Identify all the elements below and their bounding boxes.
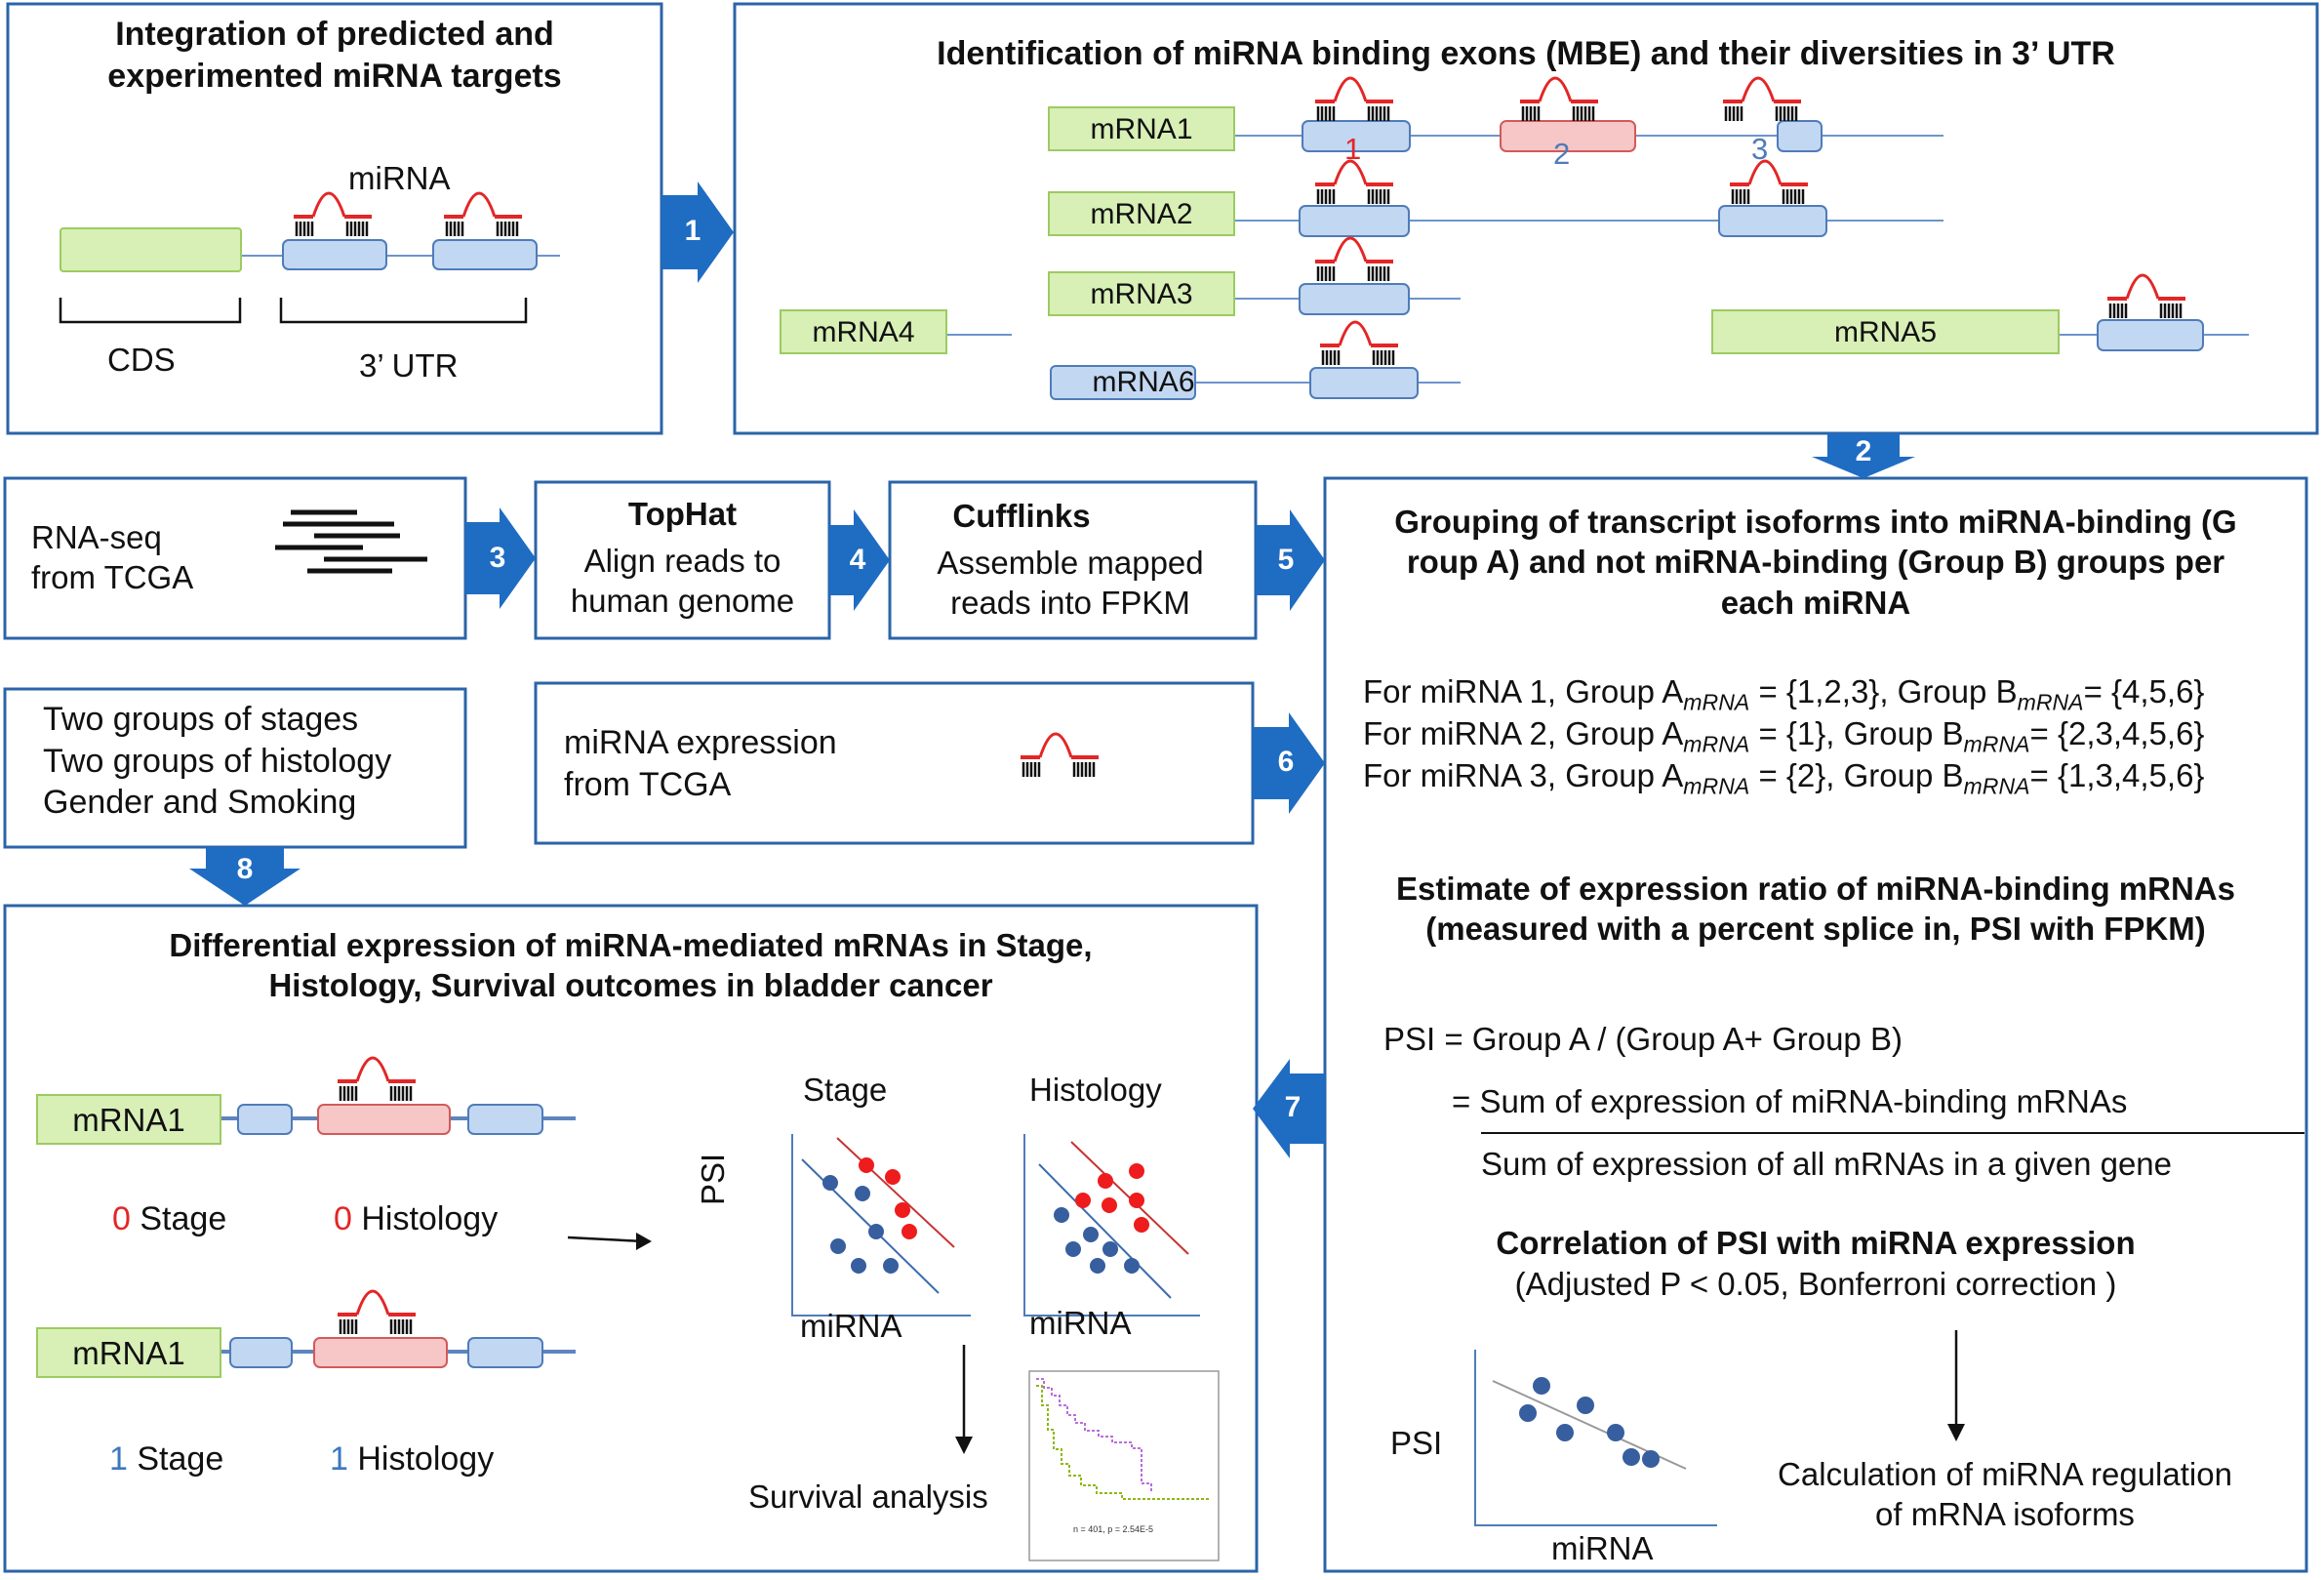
mrna4-box [780,309,947,354]
stage-plot-title: Stage [803,1072,888,1108]
cds-box [60,227,242,272]
mrna6-label: mRNA6 [1092,366,1195,398]
arrow-2 [1812,433,1915,478]
grouping-row-3: For miRNA 3, Group AmRNA = {2}, Group Bm… [1363,757,2205,799]
mrna3-label: mRNA3 [1090,278,1193,310]
histology-plot-title: Histology [1029,1072,1162,1108]
stage-x-label: miRNA [800,1308,902,1344]
psi-equation: PSI = Group A / (Group A+ Group B) [1383,1021,1903,1057]
survival-label: Survival analysis [748,1479,988,1515]
diff-b-stage: 1 Stage [109,1440,224,1478]
arrow-6 [1253,712,1325,814]
cds-label: CDS [107,342,176,378]
arrow-7 [1253,1059,1325,1158]
tophat-title: TopHat [627,496,738,532]
mrna2-label: mRNA2 [1090,198,1193,230]
arrow-4 [829,509,890,611]
rnaseq-text: RNA-seq from TCGA [31,519,194,596]
box-cufflinks [888,480,1258,640]
integration-title: Integration of predicted and experimented… [107,16,562,95]
mrna5-box [1711,309,2060,354]
mrna3-box [1048,271,1235,316]
histology-scatter [1023,1134,1200,1317]
mrna1-box [1048,106,1235,151]
mrna6-box [1050,365,1196,400]
step-1-label: 1 [684,215,701,247]
box-tophat [534,480,831,640]
step-8-label: 8 [236,853,254,885]
step-6-label: 6 [1277,746,1295,778]
box-mirna-expression [534,681,1255,845]
calculation-text: Calculation of miRNA regulation of mRNA i… [1778,1456,2232,1533]
differential-title: Differential expression of miRNA-mediate… [169,927,1093,1004]
grouping-row-2: For miRNA 2, Group AmRNA = {1}, Group Bm… [1363,715,2205,757]
arrow-3 [465,507,536,609]
survival-plot [1028,1370,1220,1561]
mrna2-box [1048,191,1235,236]
mrna5-label: mRNA5 [1833,316,1937,348]
step-4-label: 4 [849,544,866,576]
mrna4-label: mRNA4 [812,316,915,348]
survival-stat: n = 401, p = 2.54E-5 [1073,1524,1154,1534]
mbe-3: 3 [1751,132,1769,166]
diff-b-histology: 1 Histology [330,1440,495,1478]
arrow-1 [661,182,734,283]
corr-mirna-label: miRNA [1551,1530,1654,1566]
psi-axis-label: PSI [695,1153,731,1205]
mbe-1: 1 [1344,132,1362,166]
cufflinks-title: Cufflinks [952,498,1091,534]
tophat-text: Align reads to human genome [570,543,795,620]
diff-mrna1-a-label: mRNA1 [72,1102,185,1138]
diff-mrna1-a [36,1094,221,1145]
mirna-label: miRNA [348,160,451,196]
step-3-label: 3 [489,542,506,574]
correlation-subtitle: (Adjusted P < 0.05, Bonferroni correctio… [1514,1266,2117,1302]
diff-mrna1-b-label: mRNA1 [72,1335,185,1371]
arrow-5 [1256,509,1325,611]
grouping-title: Grouping of transcript isoforms into miR… [1394,504,2237,621]
stage-scatter [791,1134,971,1317]
diff-mrna1-b [36,1327,221,1378]
mbe-title: Identification of miRNA binding exons (M… [937,35,2115,72]
mrna1-label: mRNA1 [1090,113,1193,145]
psi-denominator: Sum of expression of all mRNAs in a give… [1481,1146,2173,1182]
mirna-expression-text: miRNA expression from TCGA [564,724,837,803]
groups-text: Two groups of stages Two groups of histol… [43,701,392,821]
mbe-2: 2 [1553,137,1571,171]
correlation-scatter [1474,1350,1717,1526]
histology-x-label: miRNA [1029,1305,1132,1341]
diff-a-histology: 0 Histology [334,1200,499,1237]
utr-label: 3’ UTR [359,347,459,384]
box-integration [6,2,663,435]
step-2-label: 2 [1855,435,1872,467]
psi-numerator: = Sum of expression of miRNA-binding mRN… [1452,1083,2128,1119]
cufflinks-text: Assemble mapped reads into FPKM [937,545,1204,622]
corr-psi-label: PSI [1390,1425,1443,1461]
correlation-title: Correlation of PSI with miRNA expression [1496,1225,2136,1261]
diff-a-stage: 0 Stage [112,1200,227,1237]
reads-icon [275,509,427,574]
step-5-label: 5 [1277,544,1295,576]
estimate-title: Estimate of expression ratio of miRNA-bi… [1396,871,2235,948]
arrow-8 [189,847,301,906]
box-grouping [1323,476,2308,1573]
step-7-label: 7 [1284,1091,1302,1123]
grouping-row-1: For miRNA 1, Group AmRNA = {1,2,3}, Grou… [1363,673,2205,715]
box-mbe [733,2,2319,435]
